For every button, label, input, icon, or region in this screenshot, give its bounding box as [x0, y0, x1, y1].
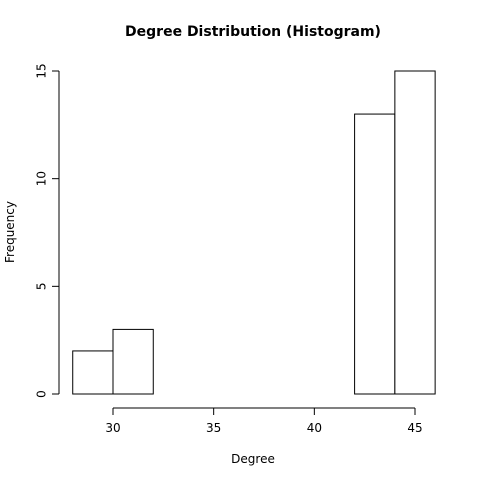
histogram-bar-8	[394, 70, 436, 395]
y-axis: 0 5 10 15	[35, 63, 60, 398]
x-tick-label: 45	[407, 421, 422, 435]
y-tick-label: 5	[35, 283, 49, 291]
y-tick-label: 0	[35, 390, 49, 398]
x-tick-label: 40	[307, 421, 322, 435]
y-axis-label: Frequency	[3, 201, 17, 263]
y-tick-label: 15	[35, 63, 49, 78]
y-tick-label: 10	[35, 171, 49, 186]
x-tick-label: 35	[206, 421, 221, 435]
histogram-bar-1	[112, 328, 154, 395]
bars-group	[72, 70, 436, 395]
histogram-bar-7	[354, 113, 396, 395]
histogram-bar-0	[72, 350, 114, 395]
chart-title: Degree Distribution (Histogram)	[125, 24, 381, 40]
x-axis-label: Degree	[231, 452, 275, 466]
x-tick-label: 30	[105, 421, 120, 435]
x-axis: 30 35 40 45	[105, 407, 423, 435]
